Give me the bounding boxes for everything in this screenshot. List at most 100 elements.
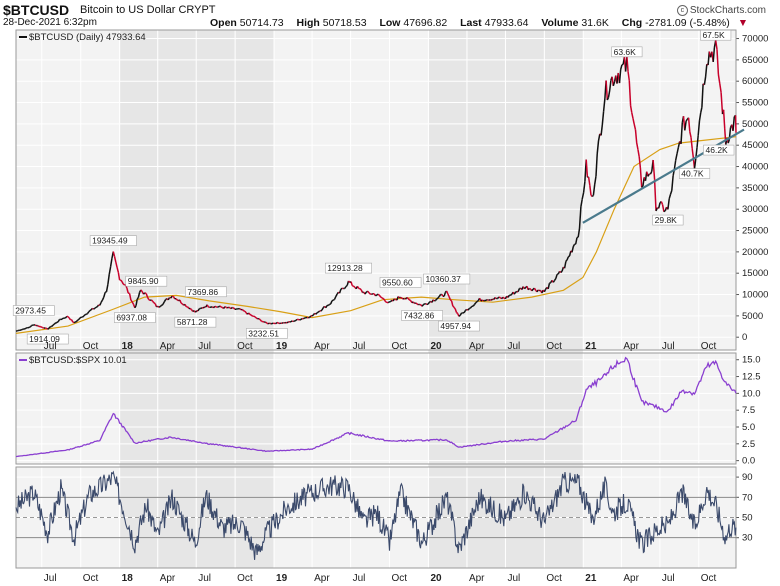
price-segment bbox=[453, 306, 456, 310]
panel-frame bbox=[15, 352, 737, 465]
price-segment bbox=[671, 175, 674, 191]
price-segment bbox=[320, 309, 323, 312]
price-segment bbox=[332, 298, 335, 301]
price-segment bbox=[497, 296, 500, 299]
price-annotation-box bbox=[26, 333, 69, 345]
last-label: Last bbox=[460, 17, 482, 29]
price-segment bbox=[490, 298, 494, 301]
price-segment bbox=[157, 305, 160, 308]
price-segment bbox=[704, 64, 708, 77]
x-axis-label: Jul bbox=[353, 573, 366, 584]
price-segment bbox=[582, 181, 586, 193]
price-segment bbox=[667, 198, 670, 210]
price-segment bbox=[498, 296, 501, 299]
price-segment bbox=[130, 299, 133, 303]
price-segment bbox=[104, 291, 107, 293]
price-segment bbox=[488, 298, 491, 302]
x-axis-label: Oct bbox=[237, 573, 253, 584]
price-segment bbox=[380, 296, 383, 299]
price-segment bbox=[286, 321, 289, 324]
price-segment bbox=[467, 308, 470, 311]
price-segment bbox=[592, 184, 596, 196]
quote-date: 28-Dec-2021 6:32pm bbox=[3, 17, 97, 28]
price-segment bbox=[612, 81, 616, 87]
price-segment bbox=[693, 158, 697, 169]
price-segment bbox=[293, 320, 296, 323]
price-segment bbox=[661, 204, 665, 212]
x-axis-label: Jul bbox=[198, 573, 211, 584]
price-segment bbox=[330, 300, 333, 305]
price-segment bbox=[589, 185, 592, 196]
x-axis-label: 18 bbox=[122, 341, 134, 352]
price-segment bbox=[241, 308, 245, 312]
price-segment bbox=[345, 284, 348, 288]
price-segment bbox=[46, 327, 49, 330]
price-segment bbox=[438, 294, 442, 297]
price-segment bbox=[315, 312, 318, 315]
price-segment bbox=[385, 301, 388, 304]
price-segment bbox=[356, 285, 360, 289]
price-segment bbox=[39, 325, 42, 328]
price-segment bbox=[377, 293, 380, 296]
price-segment bbox=[450, 300, 454, 307]
price-segment bbox=[618, 69, 622, 84]
x-axis-label: Apr bbox=[623, 341, 639, 352]
brand-link[interactable]: c StockCharts.com bbox=[676, 5, 766, 17]
x-axis-label: Apr bbox=[160, 573, 176, 584]
price-segment bbox=[425, 303, 428, 306]
price-segment bbox=[366, 290, 369, 293]
price-annotation-box bbox=[700, 29, 732, 41]
price-segment bbox=[375, 294, 378, 297]
price-segment bbox=[553, 278, 557, 281]
price-annotation: 63.6K bbox=[614, 47, 637, 57]
price-segment bbox=[134, 305, 137, 309]
price-segment bbox=[82, 315, 85, 318]
price-segment bbox=[253, 315, 256, 318]
price-segment bbox=[108, 266, 112, 275]
price-segment bbox=[427, 301, 431, 305]
price-segment bbox=[489, 298, 492, 301]
price-segment bbox=[53, 322, 57, 325]
price-segment bbox=[637, 149, 640, 157]
y-tick-label: 70000 bbox=[742, 34, 768, 45]
y-tick-label: 90 bbox=[742, 472, 753, 483]
price-segment bbox=[628, 80, 632, 106]
price-segment bbox=[619, 64, 623, 70]
price-annotation: 5871.28 bbox=[177, 317, 208, 327]
price-segment bbox=[350, 281, 354, 286]
price-segment bbox=[335, 293, 338, 297]
price-segment bbox=[459, 312, 463, 316]
price-segment bbox=[382, 297, 386, 301]
price-segment bbox=[336, 291, 340, 295]
price-segment bbox=[647, 173, 650, 177]
price-segment bbox=[57, 319, 61, 323]
price-segment bbox=[258, 318, 261, 321]
price-segment bbox=[100, 299, 104, 303]
price-segment bbox=[449, 299, 453, 302]
price-segment bbox=[340, 287, 343, 290]
price-segment bbox=[347, 280, 351, 283]
price-segment bbox=[634, 129, 638, 143]
price-annotation-box bbox=[185, 286, 227, 298]
price-segment bbox=[481, 299, 484, 302]
y-tick-label: 45000 bbox=[742, 140, 768, 151]
price-segment bbox=[154, 303, 158, 307]
y-tick-label: 12.5 bbox=[742, 372, 761, 383]
price-segment bbox=[56, 321, 59, 324]
price-segment bbox=[502, 296, 505, 299]
price-segment bbox=[285, 321, 288, 324]
price-segment bbox=[317, 310, 321, 313]
price-segment bbox=[463, 310, 467, 314]
brand-label: StockCharts.com bbox=[689, 5, 766, 17]
price-annotation-box bbox=[703, 144, 735, 156]
price-annotation: 7432.86 bbox=[404, 310, 435, 320]
price-segment bbox=[90, 307, 93, 311]
price-segment bbox=[456, 311, 459, 315]
x-axis-label: Jul bbox=[353, 341, 366, 352]
price-segment bbox=[699, 107, 703, 114]
price-segment bbox=[281, 321, 284, 324]
y-tick-label: 65000 bbox=[742, 55, 768, 66]
price-segment bbox=[432, 299, 435, 302]
x-axis-label: Oct bbox=[83, 573, 99, 584]
price-segment bbox=[632, 118, 636, 125]
